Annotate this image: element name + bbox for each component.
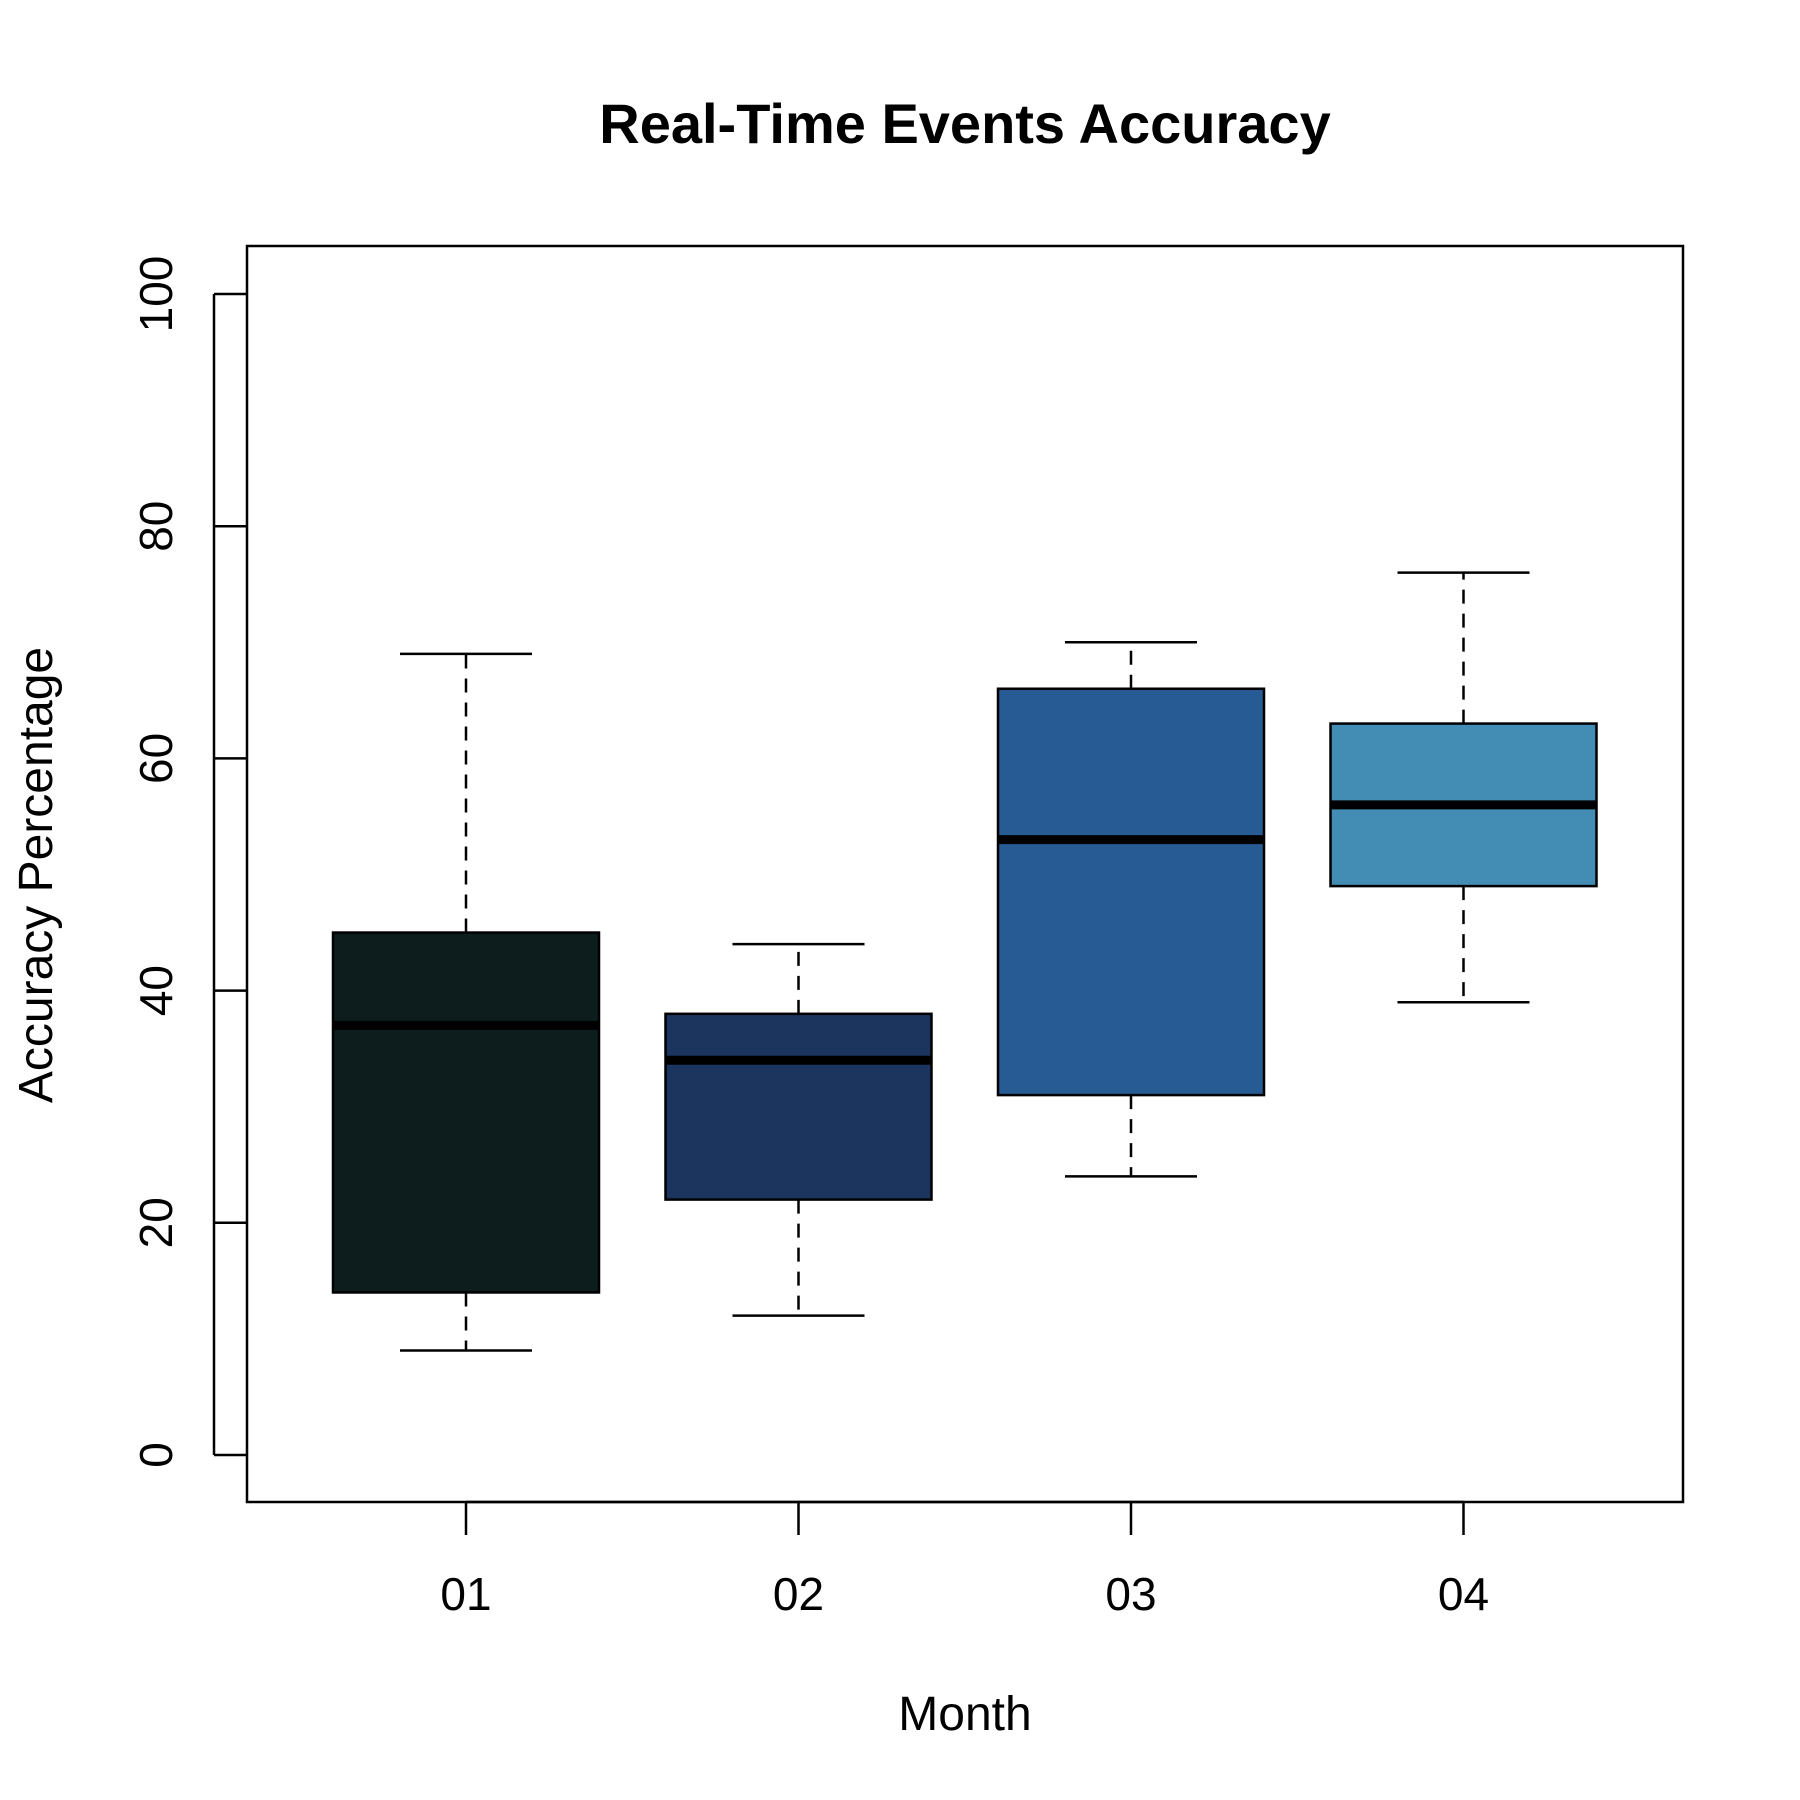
y-tick-label: 80 (130, 501, 182, 552)
box-02 (664, 942, 933, 1317)
iqr-box (664, 1012, 933, 1201)
x-axis-label: Month (898, 1688, 1031, 1741)
y-axis-label: Accuracy Percentage (10, 647, 63, 1103)
box-01 (331, 652, 601, 1352)
x-tick-label: 01 (440, 1568, 491, 1620)
y-tick-label: 0 (130, 1442, 182, 1468)
y-tick-label: 100 (130, 256, 182, 333)
x-tick-label: 02 (773, 1568, 824, 1620)
box-03 (996, 641, 1266, 1178)
y-tick-label: 40 (130, 965, 182, 1016)
iqr-box (331, 931, 601, 1294)
y-tick-label: 60 (130, 733, 182, 784)
y-axis: 0 20 40 60 80 100 (130, 256, 247, 1468)
box-04 (1329, 571, 1598, 1004)
iqr-box (996, 687, 1266, 1097)
boxes-group (331, 571, 1598, 1352)
chart-title: Real-Time Events Accuracy (599, 92, 1330, 155)
x-tick-label: 04 (1438, 1568, 1489, 1620)
x-axis: 01 02 03 04 (440, 1500, 1489, 1620)
y-tick-label: 20 (130, 1197, 182, 1248)
x-tick-label: 03 (1105, 1568, 1156, 1620)
